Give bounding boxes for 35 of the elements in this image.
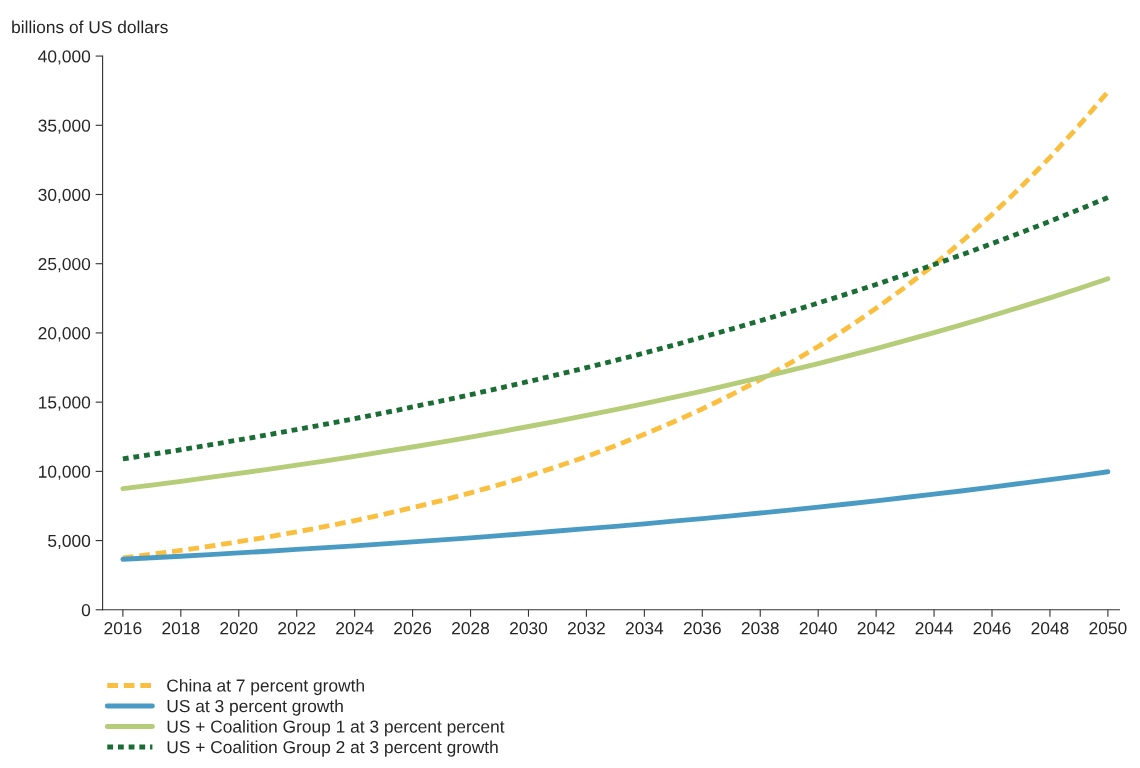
- x-tick-label: 2016: [104, 622, 142, 635]
- line-series: [120, 276, 1111, 492]
- x-tick-label: 2032: [567, 622, 605, 635]
- y-axis-title: billions of US dollars: [12, 20, 168, 34]
- legend-label: US + Coalition Group 1 at 3 percent percent: [167, 719, 505, 737]
- y-tick-label: 20,000: [38, 327, 91, 342]
- x-tick-label: 2044: [915, 622, 953, 635]
- x-tick-label: 2050: [1089, 622, 1127, 635]
- x-tick-label: 2018: [162, 622, 200, 635]
- x-tick-label: 2024: [336, 622, 374, 635]
- y-tick-label: 35,000: [38, 119, 91, 134]
- y-tick-label: 0: [81, 603, 91, 617]
- legend-label: US at 3 percent growth: [167, 699, 343, 716]
- y-tick-label: 30,000: [38, 188, 91, 204]
- y-tick-label: 25,000: [38, 257, 91, 273]
- y-tick-label: 40,000: [38, 50, 91, 65]
- x-tick-label: 2026: [394, 622, 432, 635]
- x-tick-label: 2020: [220, 622, 258, 635]
- x-tick-label: 2036: [683, 622, 721, 635]
- x-tick-label: 2040: [799, 622, 837, 635]
- legend-label: US + Coalition Group 2 at 3 percent growth: [167, 740, 498, 757]
- x-tick-label: 2048: [1031, 622, 1069, 635]
- y-tick-label: 5,000: [48, 534, 91, 550]
- x-tick-label: 2038: [741, 622, 779, 635]
- line-series: [120, 469, 1111, 562]
- y-tick-label: 10,000: [39, 465, 91, 480]
- x-tick-label: 2028: [452, 622, 490, 635]
- y-tick-label: 15,000: [39, 396, 91, 411]
- x-tick-label: 2034: [625, 622, 664, 635]
- x-tick-label: 2046: [973, 622, 1011, 635]
- x-tick-label: 2030: [510, 622, 548, 635]
- x-tick-label: 2042: [857, 622, 895, 635]
- x-tick-label: 2022: [278, 622, 316, 635]
- legend-label: China at 7 percent growth: [167, 678, 364, 696]
- line-series: [120, 195, 1111, 462]
